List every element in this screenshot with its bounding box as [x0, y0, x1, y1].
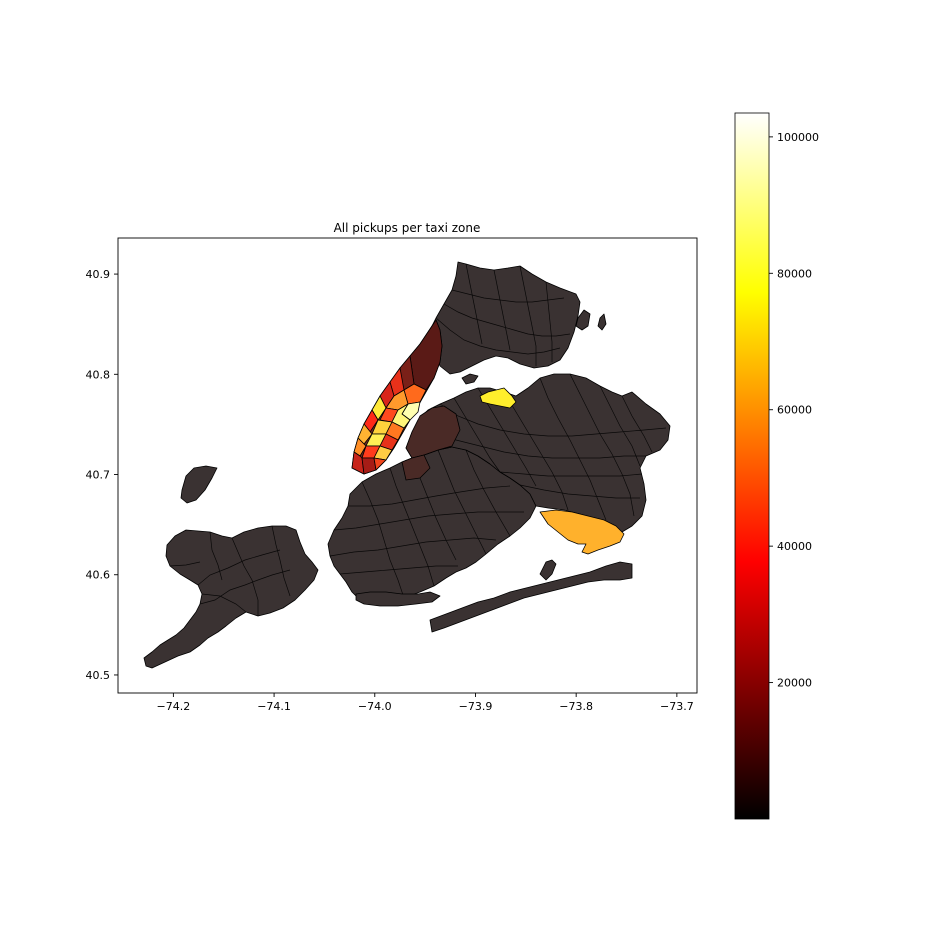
colorbar-tick-label: 40000 — [777, 540, 812, 553]
jfk-airport[interactable] — [539, 509, 625, 555]
y-tick-label: 40.9 — [86, 268, 111, 281]
map-area — [143, 261, 671, 669]
bronx[interactable] — [429, 261, 581, 375]
brooklyn-boundaries — [329, 449, 524, 599]
colorbar — [734, 112, 770, 820]
colorbar-tick-label: 80000 — [777, 267, 812, 280]
laguardia-airport[interactable] — [479, 387, 517, 409]
colorbar-tick-label: 100000 — [777, 131, 819, 144]
colorbar-tick-label: 60000 — [777, 404, 812, 417]
y-tick-label: 40.8 — [86, 368, 111, 381]
zone-m21[interactable] — [361, 457, 377, 475]
y-tick-label: 40.6 — [86, 569, 111, 582]
x-tick-label: −73.7 — [660, 700, 694, 713]
manhattan-zones — [351, 319, 443, 475]
colorbar-tick-label: 20000 — [777, 677, 812, 690]
staten-island-boundaries — [169, 525, 291, 616]
staten-island[interactable] — [143, 525, 319, 669]
coney-island[interactable] — [355, 591, 441, 607]
x-tick-label: −73.8 — [559, 700, 593, 713]
y-axis: 40.5 40.6 40.7 40.8 40.9 — [86, 268, 118, 682]
rockaway[interactable] — [429, 561, 633, 633]
axes-frame — [117, 237, 698, 694]
zone-lic[interactable] — [405, 405, 461, 459]
x-tick-label: −73.9 — [459, 700, 493, 713]
chart-title: All pickups per taxi zone — [334, 221, 481, 235]
city-island[interactable] — [575, 309, 591, 331]
zone-m22[interactable] — [373, 457, 387, 471]
x-tick-label: −74.0 — [358, 700, 392, 713]
shooters-island[interactable] — [180, 465, 218, 504]
colorbar-ticks: 20000 40000 60000 80000 100000 — [769, 131, 819, 690]
hart-island[interactable] — [597, 313, 607, 331]
zone-williamsburg[interactable] — [401, 454, 431, 481]
y-tick-label: 40.7 — [86, 469, 111, 482]
x-tick-label: −74.2 — [157, 700, 191, 713]
x-tick-label: −74.1 — [257, 700, 291, 713]
zone-m20[interactable] — [351, 451, 365, 475]
rikers-island[interactable] — [461, 373, 479, 385]
bronx-boundaries — [435, 263, 571, 366]
y-tick-label: 40.5 — [86, 669, 111, 682]
zone-m1[interactable] — [409, 319, 443, 391]
broad-channel[interactable] — [539, 559, 557, 581]
x-axis: −74.2 −74.1 −74.0 −73.9 −73.8 −73.7 — [157, 693, 694, 713]
